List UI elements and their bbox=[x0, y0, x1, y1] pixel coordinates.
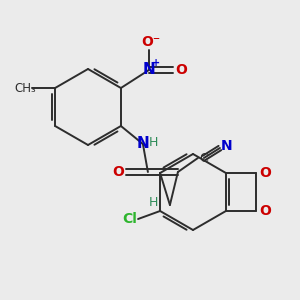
Text: O: O bbox=[112, 165, 124, 179]
Text: O: O bbox=[259, 204, 271, 218]
Text: N: N bbox=[142, 62, 155, 77]
Text: C: C bbox=[200, 152, 208, 164]
Text: +: + bbox=[152, 58, 160, 68]
Text: O⁻: O⁻ bbox=[141, 35, 160, 49]
Text: N: N bbox=[221, 139, 233, 153]
Text: O: O bbox=[259, 166, 271, 180]
Text: O: O bbox=[175, 63, 187, 77]
Text: H: H bbox=[149, 136, 159, 148]
Text: H: H bbox=[149, 196, 159, 208]
Text: Cl: Cl bbox=[123, 212, 137, 226]
Text: CH₃: CH₃ bbox=[14, 82, 36, 94]
Text: N: N bbox=[136, 136, 149, 152]
